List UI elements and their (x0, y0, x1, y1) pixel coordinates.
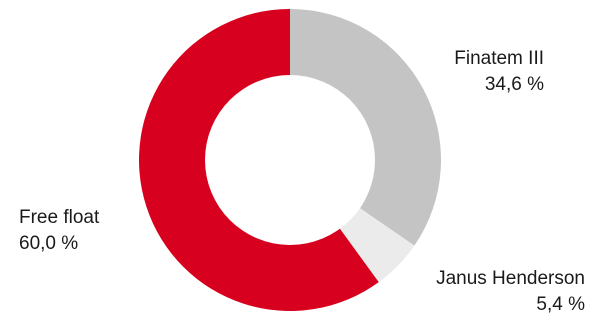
slice-name: Finatem III (454, 48, 544, 69)
slice-name: Free float (19, 207, 100, 228)
slice-label-janus-henderson: Janus Henderson 5,4 % (436, 266, 585, 318)
slice-value: 60,0 % (19, 233, 79, 254)
slice-value: 5,4 % (536, 294, 585, 315)
donut-hole (205, 75, 375, 245)
slice-label-free-float: Free float 60,0 % (19, 205, 99, 257)
slice-name: Janus Henderson (436, 268, 585, 289)
slice-value: 34,6 % (484, 74, 544, 95)
slice-label-finatem-iii: Finatem III 34,6 % (454, 46, 544, 98)
